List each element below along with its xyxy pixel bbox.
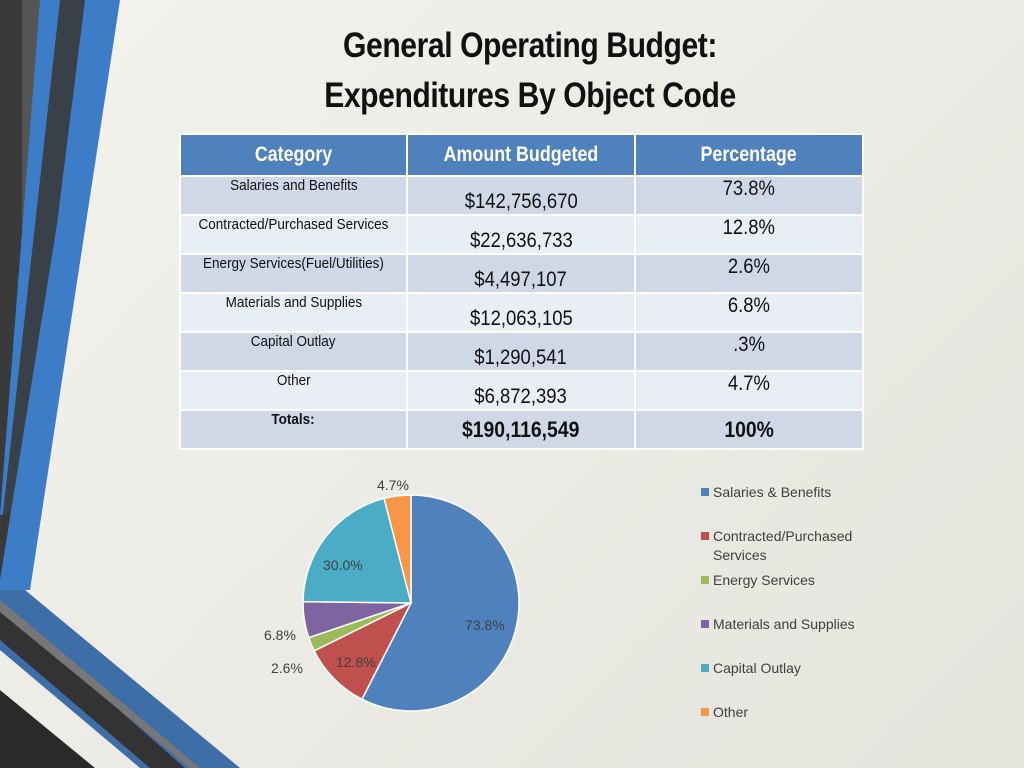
table-row: Contracted/Purchased Services $22,636,73…	[179, 214, 864, 255]
table-row: Materials and Supplies $12,063,105 6.8%	[179, 292, 864, 333]
stripe-blue-vertical	[0, 0, 120, 590]
data-label-energy: 2.6%	[271, 660, 303, 676]
title-line-2: Expenditures By Object Code	[324, 76, 736, 115]
totals-row: Totals: $190,116,549 100%	[179, 409, 864, 450]
cell-amount: $22,636,733	[406, 214, 636, 255]
cell-category: Salaries and Benefits	[179, 175, 408, 216]
cell-amount: $6,872,393	[406, 370, 636, 411]
data-label-capital: 30.0%	[323, 557, 363, 573]
data-label-materials: 6.8%	[264, 627, 296, 643]
header-percentage: Percentage	[634, 133, 864, 177]
cell-amount: $4,497,107	[406, 253, 636, 294]
cell-percentage: 6.8%	[634, 292, 864, 333]
cell-percentage: 2.6%	[634, 253, 864, 294]
table-header-row: Category Amount Budgeted Percentage	[179, 133, 864, 177]
totals-percentage: 100%	[634, 409, 864, 450]
legend-swatch	[701, 532, 709, 540]
cell-category: Energy Services(Fuel/Utilities)	[179, 253, 408, 294]
data-label-salaries: 73.8%	[465, 617, 505, 633]
title-line-1: General Operating Budget:	[343, 26, 717, 65]
cell-amount: $1,290,541	[406, 331, 636, 372]
totals-label: Totals:	[179, 409, 408, 450]
table-row: Other $6,872,393 4.7%	[179, 370, 864, 411]
data-label-other: 4.7%	[377, 477, 409, 493]
cell-category: Materials and Supplies	[179, 292, 408, 333]
stripe-blue-diagonal	[0, 590, 240, 768]
legend-swatch	[701, 488, 709, 496]
cell-percentage: 4.7%	[634, 370, 864, 411]
cell-category: Contracted/Purchased Services	[179, 214, 408, 255]
header-category: Category	[179, 133, 408, 177]
cell-amount: $142,756,670	[406, 175, 636, 216]
legend-swatch	[701, 620, 709, 628]
table-row: Capital Outlay $1,290,541 .3%	[179, 331, 864, 372]
cell-category: Capital Outlay	[179, 331, 408, 372]
cell-percentage: 73.8%	[634, 175, 864, 216]
legend-swatch	[701, 664, 709, 672]
cell-percentage: 12.8%	[634, 214, 864, 255]
stripe-grey-diagonal	[0, 600, 200, 768]
header-amount: Amount Budgeted	[406, 133, 636, 177]
totals-amount: $190,116,549	[406, 409, 636, 450]
table-row: Salaries and Benefits $142,756,670 73.8%	[179, 175, 864, 216]
cell-percentage: .3%	[634, 331, 864, 372]
pie-slice-salaries	[360, 494, 520, 712]
cell-amount: $12,063,105	[406, 292, 636, 333]
cell-category: Other	[179, 370, 408, 411]
pie-slice-other	[383, 494, 412, 604]
legend-swatch	[701, 576, 709, 584]
budget-table: Category Amount Budgeted Percentage Sala…	[179, 133, 864, 450]
table-row: Energy Services(Fuel/Utilities) $4,497,1…	[179, 253, 864, 294]
legend-swatch	[701, 708, 709, 716]
stripe-dark-corner	[0, 690, 95, 768]
stripe-dark-vertical	[0, 0, 85, 540]
pie-slice-capital	[302, 497, 412, 604]
data-label-contracted: 12.8%	[336, 654, 376, 670]
